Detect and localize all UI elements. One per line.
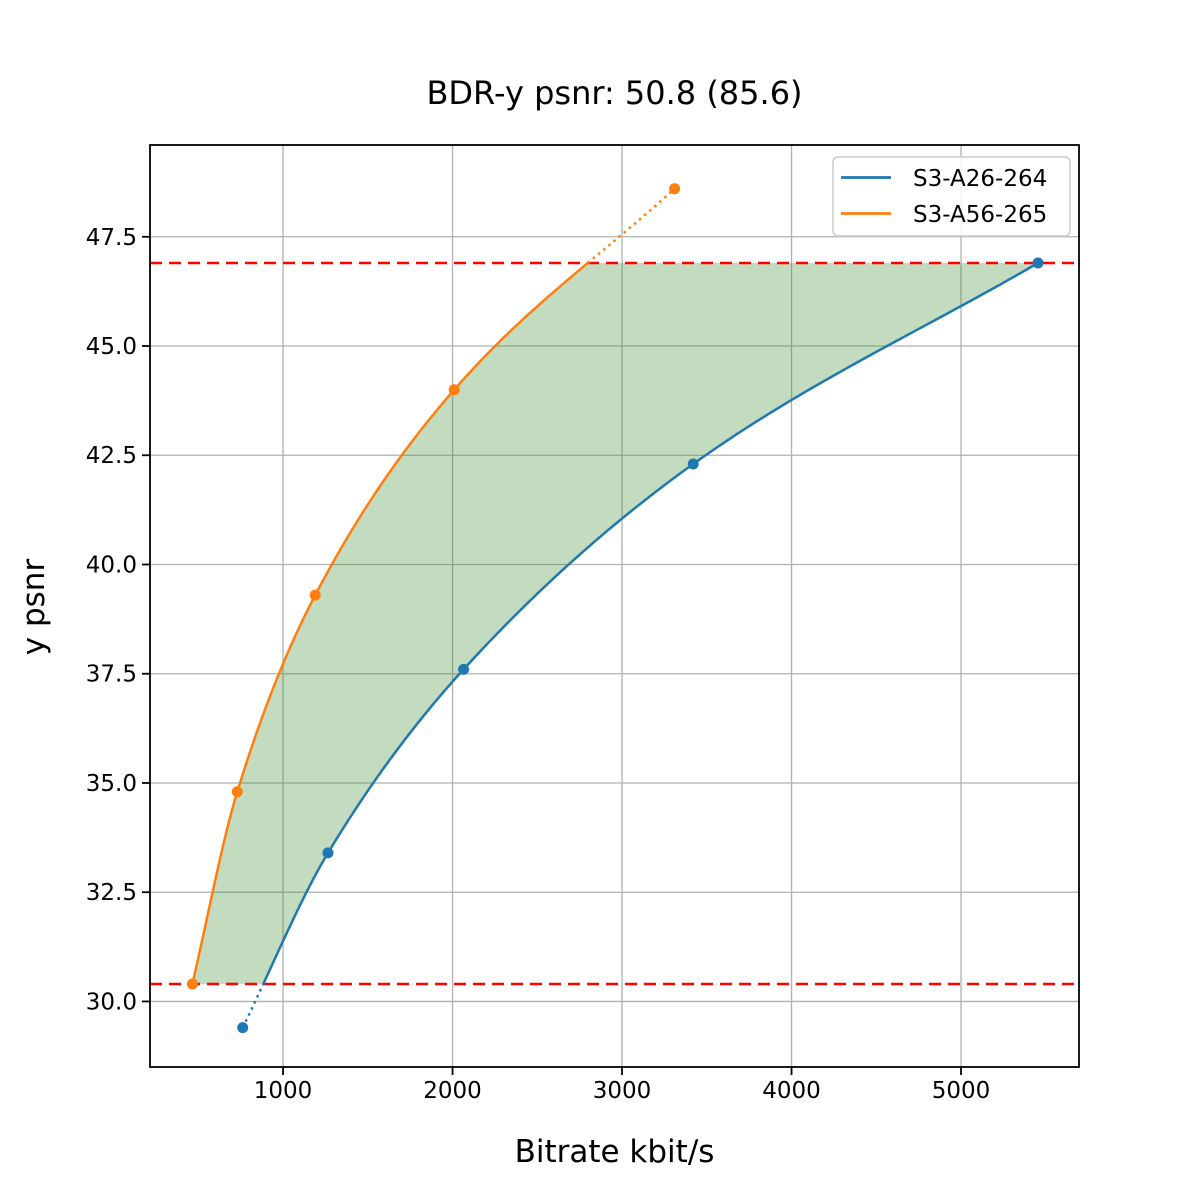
data-point-marker-s3-a26-264	[322, 847, 334, 859]
y-tick-label: 32.5	[86, 880, 137, 906]
y-tick-label: 45.0	[86, 334, 137, 360]
series-curve-s3-a26-264	[262, 261, 1039, 985]
chart-title: BDR-y psnr: 50.8 (85.6)	[426, 74, 803, 112]
data-point-marker-s3-a26-264	[1032, 257, 1044, 269]
y-tick-label: 40.0	[86, 552, 137, 578]
x-tick-label: 5000	[932, 1078, 991, 1104]
data-point-marker-s3-a26-264	[458, 663, 470, 675]
data-point-marker-s3-a26-264	[237, 1022, 249, 1034]
legend-label-s3-a56-265: S3-A56-265	[913, 202, 1047, 228]
data-point-marker-s3-a26-264	[687, 458, 699, 470]
series-curve-s3-a56-265	[191, 262, 589, 985]
x-tick-label: 4000	[762, 1078, 821, 1104]
y-tick-label: 35.0	[86, 771, 137, 797]
data-point-marker-s3-a56-265	[231, 786, 243, 798]
data-point-marker-s3-a56-265	[448, 384, 460, 396]
series-curve-dotted-s3-a56-265	[586, 187, 676, 264]
y-tick-label: 42.5	[86, 443, 137, 469]
y-tick-label: 37.5	[86, 662, 137, 688]
y-tick-label: 47.5	[86, 225, 137, 251]
legend-label-s3-a26-264: S3-A26-264	[913, 166, 1047, 192]
series-curve-dotted-s3-a26-264	[241, 983, 265, 1029]
y-tick-label: 30.0	[86, 989, 137, 1015]
data-point-marker-s3-a56-265	[669, 183, 681, 195]
x-tick-label: 3000	[593, 1078, 652, 1104]
legend-box	[832, 156, 1071, 237]
x-axis-label: Bitrate kbit/s	[514, 1134, 715, 1170]
bd-rate-shaded-region	[192, 262, 1038, 984]
data-point-marker-s3-a56-265	[186, 978, 198, 990]
data-point-marker-s3-a56-265	[309, 589, 321, 601]
plot-border	[149, 144, 1080, 1068]
x-tick-label: 1000	[254, 1078, 313, 1104]
x-tick-label: 2000	[423, 1078, 482, 1104]
